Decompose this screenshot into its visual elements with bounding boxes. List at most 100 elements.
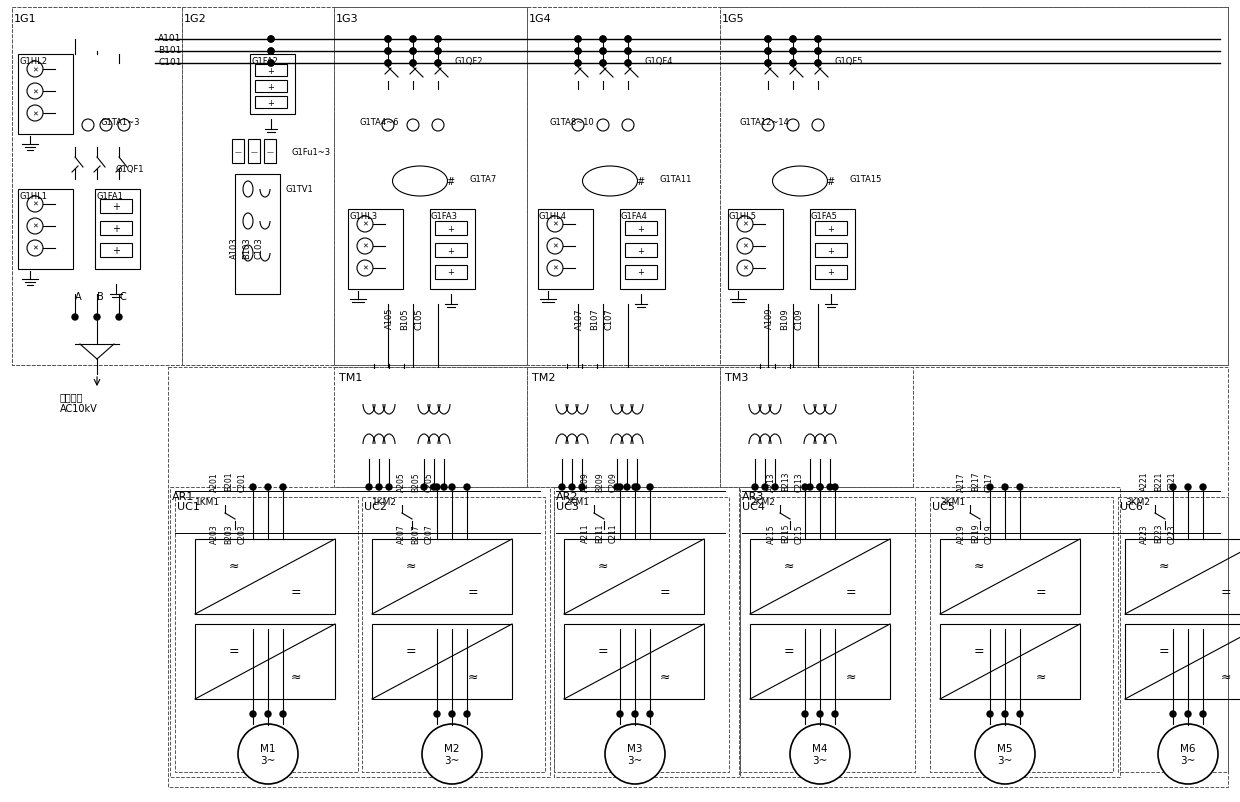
Circle shape <box>763 119 774 132</box>
Circle shape <box>366 484 372 490</box>
Text: =: = <box>290 585 301 598</box>
Circle shape <box>434 711 440 717</box>
Bar <box>334 8 527 366</box>
Text: M5
3~: M5 3~ <box>997 743 1013 765</box>
Bar <box>940 539 1080 614</box>
Bar <box>255 97 286 109</box>
Bar <box>554 497 729 772</box>
Circle shape <box>268 37 274 43</box>
Text: ≈: ≈ <box>290 670 301 683</box>
Circle shape <box>575 49 582 55</box>
Bar <box>255 81 286 93</box>
Text: ≈: ≈ <box>598 559 609 572</box>
Circle shape <box>384 61 391 67</box>
Text: ≈: ≈ <box>1159 559 1169 572</box>
Circle shape <box>787 119 799 132</box>
Bar <box>264 140 277 164</box>
Circle shape <box>647 484 653 490</box>
Circle shape <box>422 484 427 490</box>
Text: ≈: ≈ <box>784 559 795 572</box>
Circle shape <box>625 49 631 55</box>
Circle shape <box>250 484 255 490</box>
Circle shape <box>987 711 993 717</box>
Bar <box>538 210 593 290</box>
Text: B103: B103 <box>242 237 250 258</box>
Bar <box>554 488 739 777</box>
Text: C221: C221 <box>1168 472 1177 491</box>
Text: M4
3~: M4 3~ <box>812 743 828 765</box>
Circle shape <box>632 711 639 717</box>
Circle shape <box>1017 484 1023 490</box>
Text: B109: B109 <box>780 308 789 329</box>
Circle shape <box>117 314 122 321</box>
Circle shape <box>827 484 833 490</box>
Text: B203: B203 <box>224 524 233 543</box>
Text: A215: A215 <box>768 524 776 543</box>
Text: M2
3~: M2 3~ <box>444 743 460 765</box>
Bar <box>19 55 73 135</box>
Text: ✕: ✕ <box>552 244 558 249</box>
Bar <box>182 8 334 366</box>
Circle shape <box>832 711 838 717</box>
Text: G1QF5: G1QF5 <box>835 57 863 66</box>
Circle shape <box>435 49 441 55</box>
Circle shape <box>832 484 838 490</box>
Text: =: = <box>1159 644 1169 657</box>
Text: ✕: ✕ <box>362 265 368 272</box>
Text: A101: A101 <box>157 34 181 43</box>
Text: #: # <box>636 176 644 187</box>
Text: ✕: ✕ <box>32 202 38 208</box>
Circle shape <box>773 484 777 490</box>
Text: ✕: ✕ <box>552 221 558 228</box>
Text: C205: C205 <box>425 472 434 491</box>
Circle shape <box>1185 711 1190 717</box>
Circle shape <box>625 37 631 43</box>
Text: =: = <box>467 585 479 598</box>
Circle shape <box>547 261 563 277</box>
Circle shape <box>27 219 43 235</box>
Bar <box>195 624 335 699</box>
Bar <box>750 624 890 699</box>
Bar <box>1125 624 1240 699</box>
Text: —: — <box>250 149 258 155</box>
Circle shape <box>357 217 373 233</box>
Circle shape <box>382 119 394 132</box>
Circle shape <box>765 61 771 67</box>
Circle shape <box>435 49 441 55</box>
Text: B205: B205 <box>410 472 420 491</box>
Bar <box>740 497 915 772</box>
Text: G1TA15: G1TA15 <box>849 175 883 184</box>
Text: C211: C211 <box>609 524 618 543</box>
Bar <box>728 210 782 290</box>
Text: 1G3: 1G3 <box>336 14 358 24</box>
Text: A205: A205 <box>397 472 405 491</box>
Circle shape <box>790 49 796 55</box>
Circle shape <box>265 484 272 490</box>
Text: ✕: ✕ <box>32 89 38 95</box>
Text: +: + <box>112 202 120 212</box>
Text: G1Fu1~3: G1Fu1~3 <box>291 148 331 157</box>
Circle shape <box>817 484 823 490</box>
Text: TM2: TM2 <box>532 373 556 383</box>
Text: ≈: ≈ <box>973 559 985 572</box>
Circle shape <box>1185 484 1190 490</box>
Circle shape <box>751 484 758 490</box>
Bar <box>250 55 295 115</box>
Circle shape <box>815 37 821 43</box>
Text: A213: A213 <box>768 472 776 491</box>
Text: +: + <box>827 246 835 255</box>
Circle shape <box>815 37 821 43</box>
Text: UC3: UC3 <box>556 501 579 512</box>
Bar <box>625 244 657 257</box>
Text: C109: C109 <box>795 308 804 329</box>
Text: B219: B219 <box>971 524 980 543</box>
Text: ≈: ≈ <box>229 559 239 572</box>
Circle shape <box>647 711 653 717</box>
Circle shape <box>384 61 391 67</box>
Bar <box>1118 497 1228 772</box>
Text: B211: B211 <box>595 524 604 543</box>
Circle shape <box>596 119 609 132</box>
Circle shape <box>790 724 849 784</box>
Ellipse shape <box>583 167 637 196</box>
Circle shape <box>435 37 441 43</box>
